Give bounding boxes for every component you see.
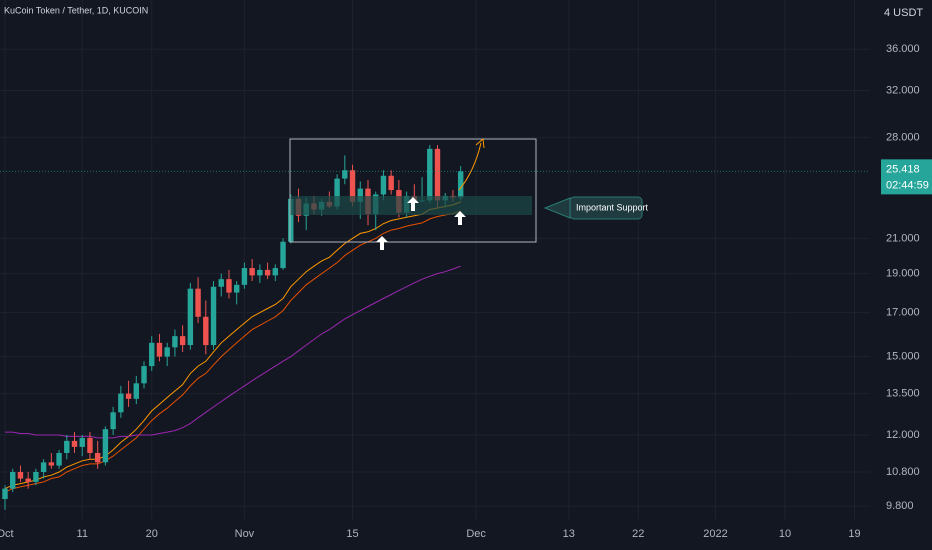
candle-body bbox=[25, 478, 31, 482]
candle-body bbox=[17, 471, 24, 479]
candle-body bbox=[342, 170, 348, 179]
x-tick-label: Oct bbox=[0, 528, 14, 540]
up-arrow bbox=[376, 236, 388, 250]
up-arrow bbox=[454, 211, 466, 225]
y-tick-label: 9.800 bbox=[886, 500, 914, 512]
y-tick-label: 28.000 bbox=[886, 131, 920, 143]
x-tick-label: Dec bbox=[466, 528, 486, 540]
candle-body bbox=[257, 269, 263, 276]
x-tick-label: 19 bbox=[848, 528, 860, 540]
range-box bbox=[289, 138, 537, 243]
candle-body bbox=[56, 452, 62, 466]
candle-body bbox=[110, 412, 116, 430]
candle-body bbox=[141, 366, 147, 384]
candle-body bbox=[195, 288, 201, 317]
candle-body bbox=[264, 269, 271, 276]
candle-body bbox=[164, 347, 170, 357]
candle-body bbox=[357, 188, 363, 202]
last-price-label: 25.418 bbox=[886, 163, 920, 175]
candle-body bbox=[10, 471, 16, 489]
projection-line bbox=[458, 142, 482, 191]
candle-body bbox=[380, 175, 387, 195]
candle-body bbox=[241, 268, 248, 285]
x-tick-label: 10 bbox=[779, 528, 791, 540]
y-tick-label: 32.000 bbox=[886, 84, 920, 96]
candle-body bbox=[149, 342, 155, 367]
candle-body bbox=[249, 268, 255, 276]
candle-body bbox=[172, 336, 178, 348]
x-tick-label: 2022 bbox=[703, 528, 727, 540]
candle-body bbox=[280, 241, 286, 269]
candle-body bbox=[64, 440, 70, 453]
candle-body bbox=[203, 316, 209, 346]
x-tick-label: 11 bbox=[77, 528, 88, 540]
candle-body bbox=[434, 148, 441, 201]
moving-average bbox=[4, 201, 461, 490]
y-tick-label: 21.000 bbox=[886, 232, 920, 244]
x-tick-label: 13 bbox=[563, 528, 575, 540]
x-tick-label: Nov bbox=[235, 528, 255, 540]
candle-body bbox=[388, 175, 394, 191]
candle-body bbox=[94, 452, 101, 463]
candle-body bbox=[210, 286, 217, 346]
candle-body bbox=[2, 488, 8, 500]
callout-box bbox=[569, 196, 643, 220]
candle-body bbox=[334, 178, 340, 207]
x-tick-label: 22 bbox=[632, 528, 644, 540]
y-tick-label: 17.000 bbox=[886, 307, 920, 319]
callout-text: Important Support bbox=[576, 202, 649, 212]
moving-average bbox=[5, 265, 461, 439]
last-price-box bbox=[881, 159, 932, 195]
candle-body bbox=[79, 437, 85, 447]
candle-body bbox=[272, 268, 279, 276]
candle-body bbox=[71, 440, 78, 447]
candle-body bbox=[457, 171, 464, 198]
y-tick-label: 19.000 bbox=[886, 267, 920, 279]
drawings: Important Support bbox=[289, 138, 649, 250]
projection-arrowhead bbox=[475, 138, 485, 149]
chart-title: KuCoin Token / Tether, 1D, KUCOIN bbox=[4, 5, 148, 15]
candle-body bbox=[125, 393, 132, 399]
x-tick-label: 20 bbox=[146, 528, 158, 540]
grid bbox=[0, 0, 870, 520]
x-tick-label: 15 bbox=[346, 528, 358, 540]
y-tick-label: 15.000 bbox=[886, 351, 920, 363]
candle-body bbox=[156, 342, 163, 357]
candle-body bbox=[427, 148, 433, 201]
y-tick-label: 10.800 bbox=[886, 466, 920, 478]
candle-body bbox=[33, 471, 39, 482]
y-unit: 4 USDT bbox=[884, 7, 923, 19]
candle-body bbox=[133, 383, 139, 399]
candle-body bbox=[226, 279, 232, 293]
candle-body bbox=[87, 437, 93, 453]
candle-body bbox=[102, 429, 109, 463]
overlays bbox=[4, 201, 461, 493]
axes: 9.800 10.800 12.000 13.500 15.000 17.000 19.00… bbox=[0, 43, 932, 540]
candle-body bbox=[349, 170, 356, 202]
candle-body bbox=[179, 336, 186, 346]
y-tick-label: 13.500 bbox=[886, 388, 920, 400]
candle-body bbox=[40, 462, 47, 472]
y-tick-label: 36.000 bbox=[886, 43, 920, 55]
candle-body bbox=[48, 462, 55, 466]
countdown-label: 02:44:59 bbox=[886, 179, 929, 191]
candle-body bbox=[288, 198, 294, 242]
candle-body bbox=[118, 393, 124, 413]
up-arrow bbox=[407, 197, 419, 211]
candle-body bbox=[233, 284, 240, 293]
moving-average bbox=[4, 210, 461, 493]
candle-body bbox=[218, 279, 224, 287]
y-tick-label: 12.000 bbox=[886, 429, 920, 441]
candle-body bbox=[187, 288, 194, 346]
